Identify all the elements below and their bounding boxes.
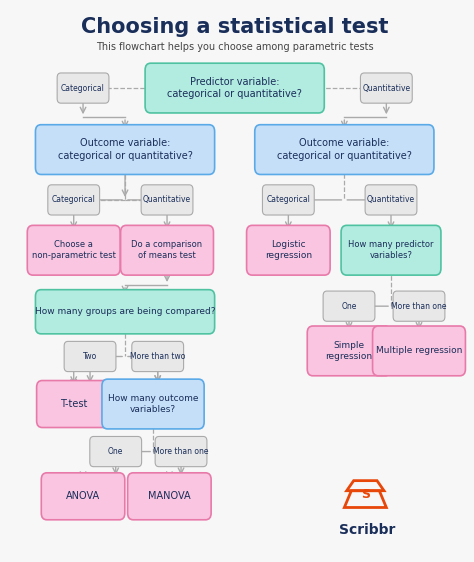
Text: Categorical: Categorical xyxy=(266,196,310,205)
FancyBboxPatch shape xyxy=(155,437,207,466)
FancyBboxPatch shape xyxy=(132,341,183,371)
Text: How many outcome
variables?: How many outcome variables? xyxy=(108,394,198,414)
FancyBboxPatch shape xyxy=(341,225,441,275)
Text: Quantitative: Quantitative xyxy=(143,196,191,205)
Text: Quantitative: Quantitative xyxy=(367,196,415,205)
FancyBboxPatch shape xyxy=(145,63,324,113)
Text: Categorical: Categorical xyxy=(61,84,105,93)
Text: How many groups are being compared?: How many groups are being compared? xyxy=(35,307,215,316)
Text: Logistic
regression: Logistic regression xyxy=(265,240,312,260)
FancyBboxPatch shape xyxy=(48,185,100,215)
FancyBboxPatch shape xyxy=(360,73,412,103)
Text: Predictor variable:
categorical or quantitative?: Predictor variable: categorical or quant… xyxy=(167,77,302,99)
FancyBboxPatch shape xyxy=(246,225,330,275)
FancyBboxPatch shape xyxy=(36,380,111,428)
FancyBboxPatch shape xyxy=(393,291,445,321)
FancyBboxPatch shape xyxy=(373,326,465,376)
Text: Quantitative: Quantitative xyxy=(362,84,410,93)
FancyBboxPatch shape xyxy=(255,125,434,174)
FancyBboxPatch shape xyxy=(102,379,204,429)
Text: Two: Two xyxy=(83,352,97,361)
FancyBboxPatch shape xyxy=(41,473,125,520)
FancyBboxPatch shape xyxy=(64,341,116,371)
Text: More than one: More than one xyxy=(391,302,447,311)
Text: More than one: More than one xyxy=(153,447,209,456)
FancyBboxPatch shape xyxy=(263,185,314,215)
Text: T-test: T-test xyxy=(60,399,87,409)
FancyBboxPatch shape xyxy=(365,185,417,215)
FancyBboxPatch shape xyxy=(120,225,213,275)
Text: Choose a
non-parametric test: Choose a non-parametric test xyxy=(32,240,116,260)
Text: One: One xyxy=(108,447,123,456)
Text: Categorical: Categorical xyxy=(52,196,96,205)
FancyBboxPatch shape xyxy=(27,225,120,275)
Text: Multiple regression: Multiple regression xyxy=(376,346,462,355)
Text: Simple
regression: Simple regression xyxy=(326,341,373,361)
Text: This flowchart helps you choose among parametric tests: This flowchart helps you choose among pa… xyxy=(96,42,374,52)
FancyBboxPatch shape xyxy=(36,289,215,334)
Text: One: One xyxy=(341,302,357,311)
Text: MANOVA: MANOVA xyxy=(148,491,191,501)
FancyBboxPatch shape xyxy=(36,125,215,174)
Text: Do a comparison
of means test: Do a comparison of means test xyxy=(131,240,202,260)
Text: ANOVA: ANOVA xyxy=(66,491,100,501)
FancyBboxPatch shape xyxy=(323,291,375,321)
FancyBboxPatch shape xyxy=(307,326,391,376)
Text: Choosing a statistical test: Choosing a statistical test xyxy=(81,16,388,37)
Text: Scribbr: Scribbr xyxy=(339,523,396,537)
FancyBboxPatch shape xyxy=(141,185,193,215)
FancyBboxPatch shape xyxy=(57,73,109,103)
Text: Outcome variable:
categorical or quantitative?: Outcome variable: categorical or quantit… xyxy=(277,138,412,161)
Text: Outcome variable:
categorical or quantitative?: Outcome variable: categorical or quantit… xyxy=(58,138,192,161)
FancyBboxPatch shape xyxy=(128,473,211,520)
Text: More than two: More than two xyxy=(130,352,185,361)
Text: How many predictor
variables?: How many predictor variables? xyxy=(348,240,434,260)
Text: S: S xyxy=(361,488,370,501)
FancyBboxPatch shape xyxy=(90,437,142,466)
